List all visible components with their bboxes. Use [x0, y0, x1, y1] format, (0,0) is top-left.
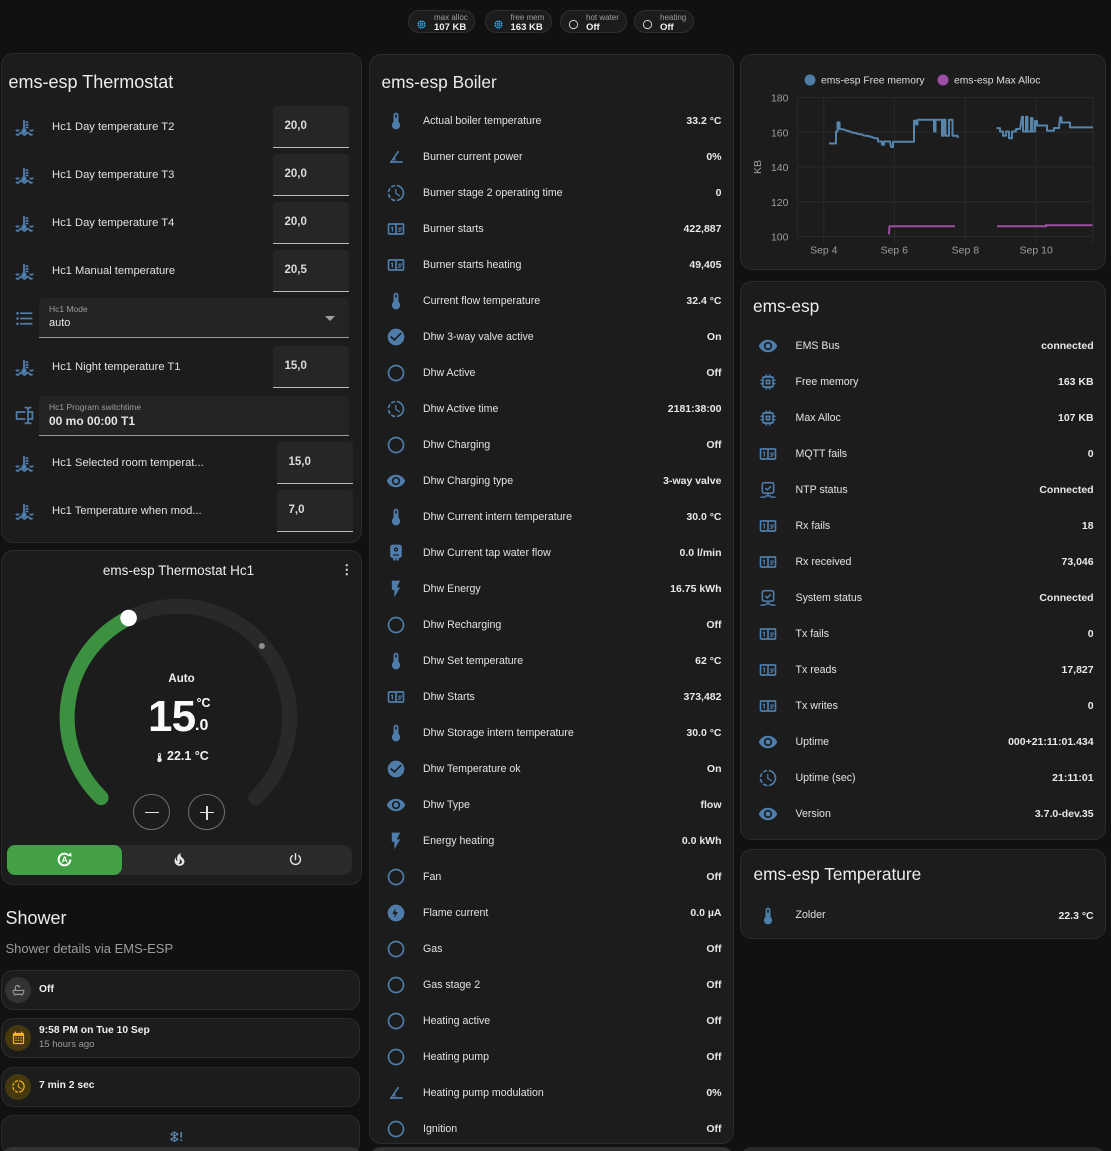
svg-text:180: 180	[771, 93, 789, 105]
svg-text:Sep 4: Sep 4	[810, 245, 838, 257]
svg-text:100: 100	[771, 232, 789, 244]
svg-text:Sep 6: Sep 6	[881, 245, 909, 257]
svg-text:KB: KB	[752, 160, 764, 174]
svg-text:140: 140	[771, 162, 789, 174]
svg-text:ems-esp Max Alloc: ems-esp Max Alloc	[954, 76, 1040, 87]
svg-text:A: A	[61, 855, 68, 865]
svg-text:ems-esp Free memory: ems-esp Free memory	[821, 76, 925, 87]
svg-text:Sep 10: Sep 10	[1020, 245, 1053, 257]
svg-text:160: 160	[771, 127, 789, 139]
svg-text:120: 120	[771, 197, 789, 209]
svg-text:Sep 8: Sep 8	[952, 245, 980, 257]
